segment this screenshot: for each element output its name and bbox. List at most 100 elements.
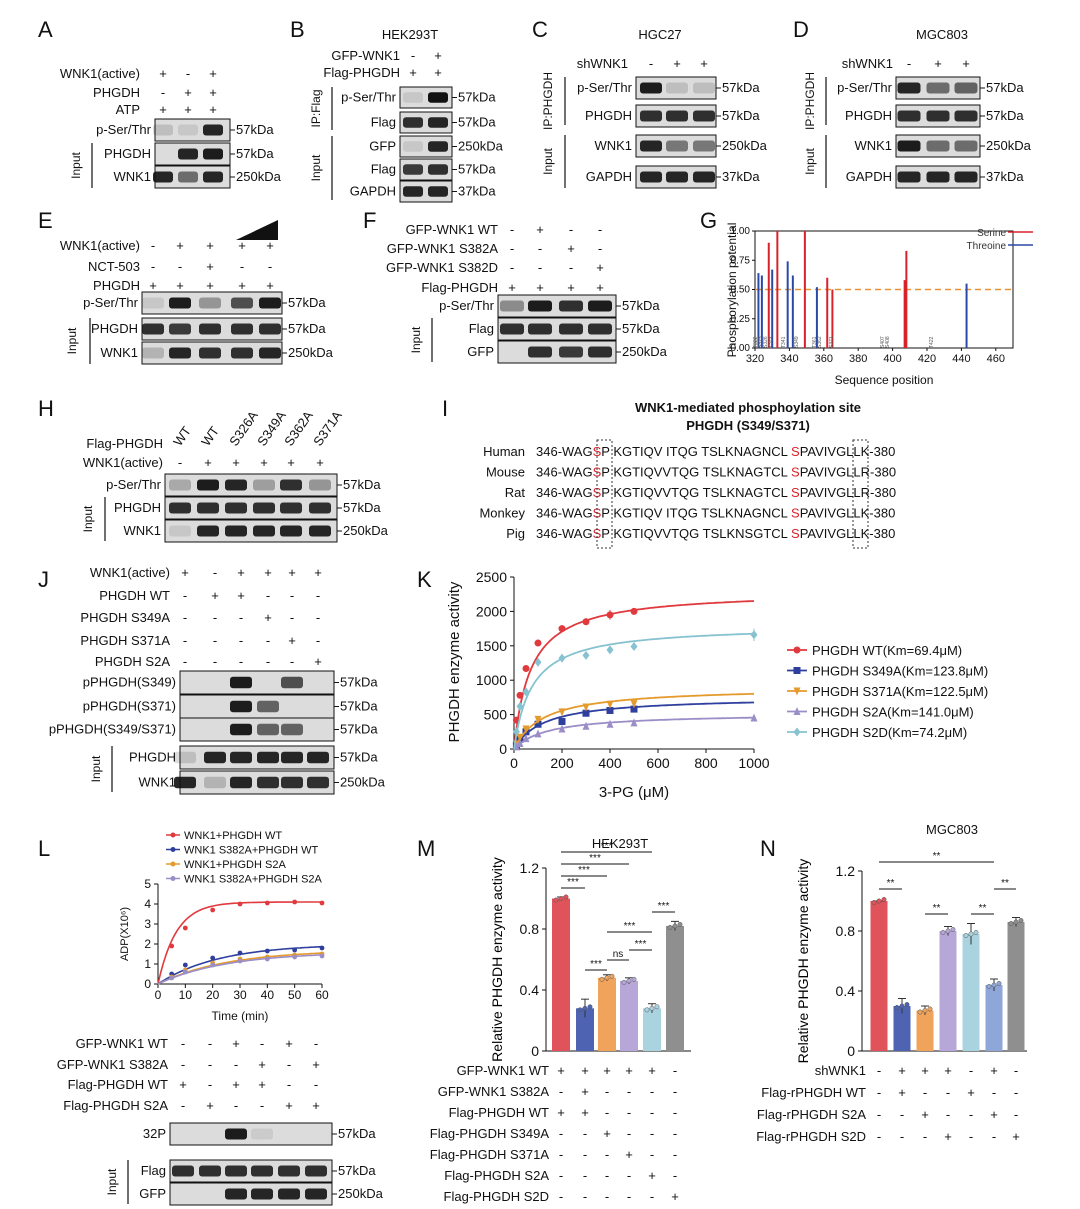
blot-band — [926, 110, 950, 122]
condition-sign: - — [287, 1077, 291, 1092]
condition-sign: + — [596, 280, 604, 295]
condition-label: GFP-WNK1 — [331, 48, 400, 63]
condition-label: GFP-WNK1 S382A — [438, 1084, 550, 1099]
blot-band — [281, 723, 303, 736]
condition-sign: - — [208, 1036, 212, 1051]
sig-label: ** — [887, 878, 895, 889]
condition-sign: - — [213, 654, 217, 669]
blot-label: GFP — [369, 138, 396, 153]
sequence-segment: P KGTIQVVTQG TSLKNSGTCL — [601, 526, 791, 541]
blot-band — [500, 323, 524, 335]
blot-label: Flag — [371, 161, 396, 176]
data-point — [170, 847, 176, 852]
blot-label: WNK1 — [854, 138, 892, 153]
chart-k: 0 500 1000 1500 2000 2500 0 200 400 600 800 1000 PHG… — [446, 569, 988, 801]
replicate-dot — [577, 1007, 583, 1013]
condition-sign: + — [409, 65, 417, 80]
data-point — [750, 630, 758, 640]
blot-band — [203, 171, 223, 183]
condition-sign: + — [567, 241, 575, 256]
y-tick-label: 0.4 — [836, 983, 856, 999]
y-tick-label: 0.8 — [520, 921, 540, 937]
blot-band — [169, 502, 191, 514]
blot-band — [153, 124, 173, 136]
condition-sign: + — [159, 102, 167, 117]
panel-letter-l: L — [38, 836, 50, 861]
blot-band — [897, 171, 921, 183]
y-tick-label: 0.00 — [731, 343, 751, 354]
condition-sign: + — [967, 1085, 975, 1100]
condition-sign: + — [603, 1063, 611, 1078]
condition-sign: + — [581, 1105, 589, 1120]
blot-band — [257, 776, 279, 789]
condition-sign: + — [232, 1077, 240, 1092]
condition-sign: + — [648, 1168, 656, 1183]
y-axis-label: Phosphorylation potential — [725, 223, 739, 358]
group-label: IP:Flag — [309, 89, 323, 127]
sig-label: *** — [624, 921, 636, 932]
data-point — [793, 727, 801, 737]
condition-sign: - — [946, 1107, 950, 1122]
condition-label: Flag-PHGDH — [323, 65, 400, 80]
blot-band — [197, 502, 219, 514]
blot-band — [666, 82, 688, 94]
condition-sign: - — [186, 66, 190, 81]
x-tick-label: 50 — [288, 988, 302, 1002]
condition-label: WNK1(active) — [60, 66, 140, 81]
group-label: Input — [803, 147, 817, 174]
blot-band — [280, 479, 302, 491]
condition-sign: + — [536, 280, 544, 295]
condition-sign: - — [316, 610, 320, 625]
bar — [666, 925, 684, 1051]
blot-label: GFP — [139, 1186, 166, 1201]
chart-title: MGC803 — [926, 822, 978, 837]
condition-sign: - — [1014, 1085, 1018, 1100]
blot-band — [403, 164, 423, 175]
replicate-dot — [609, 973, 615, 979]
condition-sign: - — [510, 241, 514, 256]
x-axis-label: Sequence position — [835, 373, 934, 387]
condition-sign: - — [649, 56, 653, 71]
condition-label: WNK1(active) — [60, 238, 140, 253]
data-point — [264, 948, 270, 954]
blot-label: p-Ser/Thr — [837, 80, 893, 95]
condition-sign: - — [239, 633, 243, 648]
lane-label: S326A — [226, 408, 261, 449]
condition-sign: - — [178, 259, 182, 274]
blot-size: 57kDa — [458, 89, 496, 104]
data-point — [264, 900, 270, 906]
condition-sign: + — [258, 1057, 266, 1072]
y-tick-label: 2 — [144, 937, 151, 951]
blot-size: 37kDa — [986, 169, 1024, 184]
blot-band — [142, 297, 164, 309]
replicate-dot — [1013, 919, 1019, 925]
lane-label: S362A — [281, 408, 316, 449]
condition-sign: - — [213, 610, 217, 625]
blot-band — [257, 700, 279, 713]
blot-label: pPHGDH(S371) — [83, 699, 176, 714]
blot-band — [428, 186, 448, 197]
blot-band — [251, 1128, 273, 1140]
cell-line-label: MGC803 — [916, 27, 968, 42]
condition-sign: + — [581, 1084, 589, 1099]
blot-band — [197, 525, 219, 537]
data-point — [582, 709, 590, 717]
blot-band — [278, 1188, 300, 1200]
replicate-dot — [963, 933, 969, 938]
lane-label: S371A — [310, 408, 345, 449]
condition-sign: - — [605, 1147, 609, 1162]
condition-label: PHGDH — [93, 278, 140, 293]
y-tick-label: 2000 — [476, 603, 507, 619]
x-tick-label: 0 — [510, 755, 518, 771]
condition-sign: - — [1014, 1107, 1018, 1122]
legend-label: PHGDH S2D(Km=74.2μM) — [812, 725, 967, 740]
lane-label: WT — [170, 424, 194, 449]
group-label: Input — [89, 755, 103, 782]
replicate-dot — [899, 1003, 905, 1009]
sig-label: *** — [567, 877, 579, 888]
blot-band — [693, 171, 715, 183]
condition-sign: + — [673, 56, 681, 71]
blot-band — [666, 110, 688, 122]
condition-sign: - — [411, 48, 415, 63]
group-label: Input — [65, 327, 79, 354]
